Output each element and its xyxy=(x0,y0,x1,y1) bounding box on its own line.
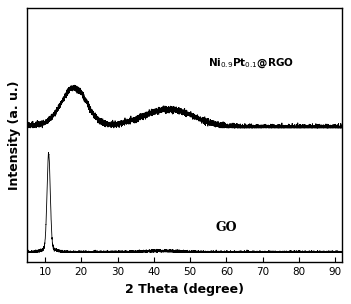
Text: GO: GO xyxy=(216,221,237,234)
Text: Ni$_{0.9}$Pt$_{0.1}$@RGO: Ni$_{0.9}$Pt$_{0.1}$@RGO xyxy=(208,56,294,70)
Y-axis label: Intensity (a. u.): Intensity (a. u.) xyxy=(8,81,21,190)
X-axis label: 2 Theta (degree): 2 Theta (degree) xyxy=(125,283,244,296)
